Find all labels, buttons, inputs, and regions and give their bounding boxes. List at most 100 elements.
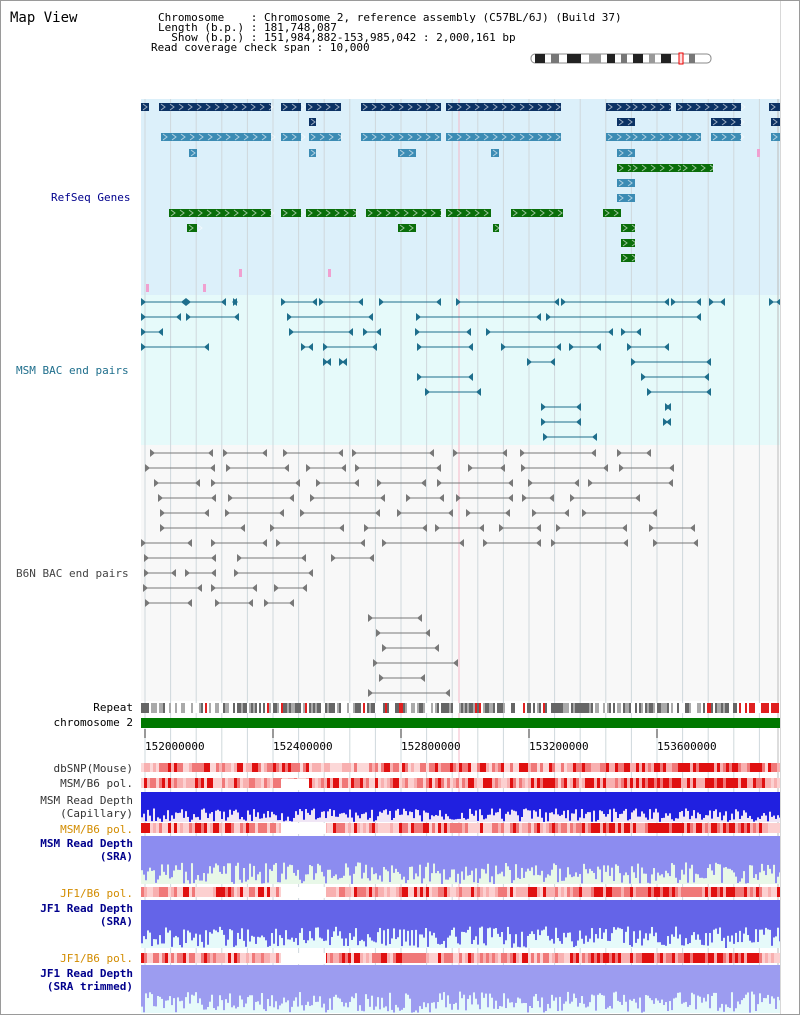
heatmap-cell bbox=[588, 778, 591, 788]
right-scroll-gutter[interactable] bbox=[780, 1, 799, 1014]
heatmap-cell bbox=[489, 953, 492, 963]
depth-bar bbox=[725, 792, 727, 812]
depth-bar bbox=[647, 836, 649, 883]
heatmap-cell bbox=[636, 953, 639, 963]
depth-bar bbox=[365, 836, 367, 865]
heatmap-cell bbox=[597, 887, 600, 897]
jf1-b6-pol-label-1[interactable]: JF1/B6 pol. bbox=[60, 887, 133, 900]
heatmap-cell bbox=[225, 763, 228, 772]
gene-exon-arrow bbox=[439, 209, 445, 217]
heatmap-cell bbox=[453, 953, 456, 963]
msm-read-depth-sra-label[interactable]: MSM Read Depth (SRA) bbox=[40, 837, 133, 863]
heatmap-cell bbox=[243, 763, 246, 772]
heatmap-cell bbox=[531, 823, 534, 833]
depth-bar bbox=[531, 965, 533, 1009]
b6n-bac-pair-end bbox=[397, 509, 402, 517]
jf1-read-depth-sra-label[interactable]: JF1 Read Depth (SRA) bbox=[40, 902, 133, 928]
gene-exon-arrow bbox=[650, 133, 656, 141]
gene-exon-arrow bbox=[659, 164, 665, 172]
jf1-b6-pol-label-2[interactable]: JF1/B6 pol. bbox=[60, 952, 133, 965]
heatmap-cell bbox=[597, 778, 600, 788]
depth-bar bbox=[255, 900, 257, 944]
no-data-gap bbox=[281, 953, 326, 964]
depth-bar bbox=[535, 836, 537, 866]
depth-bar bbox=[261, 836, 263, 884]
heatmap-cell bbox=[765, 778, 768, 788]
heatmap-cell bbox=[393, 778, 396, 788]
gene-exon-arrow bbox=[170, 209, 176, 217]
heatmap-cell bbox=[495, 778, 498, 788]
repeat-block bbox=[753, 703, 755, 713]
depth-bar bbox=[221, 836, 223, 874]
msm-b6-pol-label-1[interactable]: MSM/B6 pol. bbox=[60, 777, 133, 790]
depth-bar bbox=[771, 900, 773, 946]
refseq-label[interactable]: RefSeq Genes bbox=[51, 191, 131, 204]
heatmap-cell bbox=[627, 823, 630, 833]
depth-bar bbox=[611, 965, 613, 1009]
heatmap-cell bbox=[240, 953, 243, 963]
repeat-block bbox=[531, 703, 533, 713]
refseq-gene bbox=[631, 133, 701, 141]
heatmap-cell bbox=[522, 763, 525, 772]
gene-exon-arrow bbox=[465, 209, 471, 217]
heatmap-cell bbox=[411, 763, 414, 772]
msm-bac-pair-end bbox=[468, 373, 473, 381]
gene-exon-arrow bbox=[618, 118, 624, 126]
repeat-block bbox=[389, 703, 391, 713]
depth-bar bbox=[423, 965, 425, 1003]
depth-bar bbox=[483, 836, 485, 870]
b6n-bac-label[interactable]: B6N BAC end pairs bbox=[16, 567, 129, 580]
depth-bar bbox=[399, 836, 401, 874]
depth-bar bbox=[207, 792, 209, 819]
msm-bac-pair-end bbox=[592, 433, 597, 441]
heatmap-cell bbox=[300, 763, 303, 772]
msm-read-depth-capillary-label[interactable]: MSM Read Depth (Capillary) bbox=[40, 794, 133, 820]
heatmap-cell bbox=[441, 953, 444, 963]
depth-bar bbox=[559, 965, 561, 997]
heatmap-cell bbox=[534, 953, 537, 963]
heatmap-cell bbox=[591, 887, 594, 897]
depth-bar bbox=[515, 900, 517, 935]
heatmap-cell bbox=[384, 887, 387, 897]
depth-bar bbox=[163, 965, 165, 1009]
depth-bar bbox=[461, 965, 463, 999]
gene-exon-arrow bbox=[216, 133, 222, 141]
dbsnp-label[interactable]: dbSNP(Mouse) bbox=[53, 762, 133, 775]
heatmap-cell bbox=[177, 778, 180, 788]
msm-bac-pair-end bbox=[608, 328, 613, 336]
b6n-bac-pair-end bbox=[145, 464, 150, 472]
depth-bar bbox=[265, 900, 267, 941]
depth-bar bbox=[555, 792, 557, 809]
heatmap-cell bbox=[699, 887, 702, 897]
depth-bar bbox=[187, 965, 189, 993]
b6n-bac-pair-end bbox=[649, 524, 654, 532]
jf1-read-depth-trimmed-label[interactable]: JF1 Read Depth (SRA trimmed) bbox=[40, 967, 133, 993]
refseq-gene bbox=[398, 224, 416, 232]
gene-exon-arrow bbox=[627, 149, 633, 157]
heatmap-cell bbox=[621, 823, 624, 833]
repeat-block bbox=[187, 703, 189, 713]
depth-bar bbox=[235, 836, 237, 866]
heatmap-cell bbox=[471, 953, 474, 963]
chromosome-ideogram[interactable] bbox=[529, 52, 713, 65]
depth-bar bbox=[467, 965, 469, 999]
repeat-block bbox=[715, 703, 717, 713]
msm-b6-pol-label-2[interactable]: MSM/B6 pol. bbox=[60, 823, 133, 836]
depth-bar bbox=[403, 900, 405, 930]
depth-bar bbox=[549, 965, 551, 1009]
gene-exon-arrow bbox=[197, 224, 203, 232]
heatmap-cell bbox=[696, 823, 699, 833]
depth-bar bbox=[611, 792, 613, 822]
depth-bar bbox=[207, 900, 209, 945]
heatmap-cell bbox=[648, 778, 651, 788]
depth-bar bbox=[369, 900, 371, 938]
gene-exon-arrow bbox=[310, 149, 316, 157]
depth-bar bbox=[457, 836, 459, 874]
heatmap-cell bbox=[465, 763, 468, 772]
heatmap-cell bbox=[669, 778, 672, 788]
refseq-gene bbox=[617, 118, 635, 126]
heatmap-cell bbox=[141, 823, 144, 833]
repeat-block bbox=[505, 703, 507, 713]
msm-bac-label[interactable]: MSM BAC end pairs bbox=[16, 364, 129, 377]
depth-bar bbox=[683, 965, 685, 1003]
